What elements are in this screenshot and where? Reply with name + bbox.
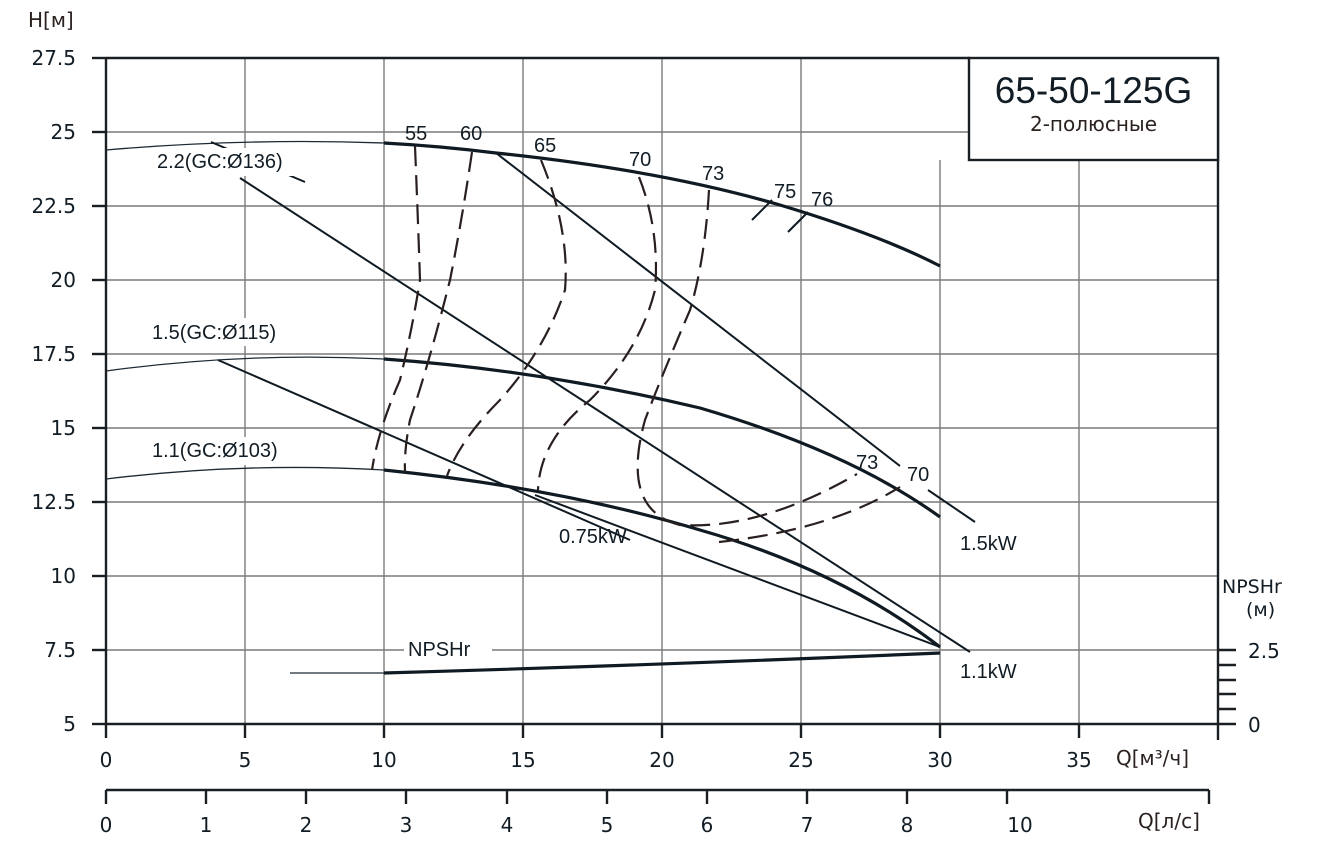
- curve-label-2-2: 2.2(GC:Ø136): [157, 151, 283, 173]
- axes-frame: [92, 56, 1236, 804]
- y-tick: 12.5: [31, 490, 76, 514]
- power-label-1-1kw: 1.1kW: [960, 661, 1017, 683]
- x-tick-ls: 6: [700, 813, 714, 837]
- grid-lines: [106, 58, 1218, 724]
- x-tick-ls: 2: [299, 813, 313, 837]
- head-curves: [105, 140, 941, 675]
- power-label-0-75kw: 0.75kW: [559, 526, 627, 548]
- y-tick: 25: [50, 120, 76, 144]
- x-tick-m3h: 5: [238, 748, 252, 772]
- curve-label-1-1: 1.1(GC:Ø103): [152, 440, 278, 462]
- x-tick-m3h: 15: [510, 748, 536, 772]
- x-axis-label-m3h: Q[м³/ч]: [1116, 746, 1190, 770]
- x-tick-m3h: 25: [788, 748, 814, 772]
- npsh-axis-label: NPSHr: [1222, 576, 1282, 598]
- x-tick-m3h: 30: [927, 748, 953, 772]
- y-tick: 20: [50, 268, 76, 292]
- x-tick-ls: 7: [800, 813, 814, 837]
- efficiency-label-65: 65: [534, 135, 557, 157]
- power-lines: [210, 141, 976, 653]
- x-tick-ls: 8: [900, 813, 914, 837]
- efficiency-label-70: 70: [629, 149, 652, 171]
- efficiency-label-73: 73: [702, 163, 725, 185]
- model-subtitle: 2-полюсные: [1029, 112, 1158, 136]
- efficiency-label-70-right: 70: [907, 464, 930, 486]
- x-tick-m3h: 0: [99, 748, 113, 772]
- x-axis-label-ls: Q[л/с]: [1138, 809, 1200, 833]
- power-label-1-5kw: 1.5kW: [960, 533, 1017, 555]
- npsh-tick: 2.5: [1248, 639, 1280, 663]
- model-title-box: [967, 56, 1220, 162]
- npsh-tick: 0: [1248, 713, 1261, 737]
- x-tick-ls: 0: [99, 813, 113, 837]
- efficiency-label-60: 60: [460, 123, 483, 145]
- y-tick: 10: [50, 564, 76, 588]
- y-tick: 15: [50, 416, 76, 440]
- x-tick-ls: 4: [500, 813, 514, 837]
- y-tick: 5: [63, 712, 76, 736]
- npshr-curve-label: NPSHr: [408, 639, 471, 661]
- y-tick: 7.5: [44, 638, 76, 662]
- x-tick-m3h: 35: [1066, 748, 1092, 772]
- y-tick: 22.5: [31, 194, 76, 218]
- x-tick-ls: 1: [199, 813, 213, 837]
- x-tick-ls: 3: [399, 813, 413, 837]
- x-tick-ls: 5: [600, 813, 614, 837]
- model-title: 65-50-125G: [994, 70, 1193, 111]
- y-tick: 17.5: [31, 342, 76, 366]
- npsh-axis-unit: (м): [1246, 599, 1276, 621]
- efficiency-label-75: 75: [774, 181, 797, 203]
- x-tick-m3h: 10: [371, 748, 397, 772]
- efficiency-label-55: 55: [405, 123, 428, 145]
- efficiency-label-76: 76: [811, 189, 834, 211]
- efficiency-label-73-right: 73: [856, 452, 879, 474]
- y-tick: 27.5: [31, 46, 76, 70]
- curve-label-1-5: 1.5(GC:Ø115): [152, 322, 277, 344]
- x-tick-m3h: 20: [649, 748, 675, 772]
- y-axis-label: H[м]: [28, 8, 74, 32]
- efficiency-curves: [370, 145, 901, 544]
- x-tick-ls: 10: [1007, 813, 1033, 837]
